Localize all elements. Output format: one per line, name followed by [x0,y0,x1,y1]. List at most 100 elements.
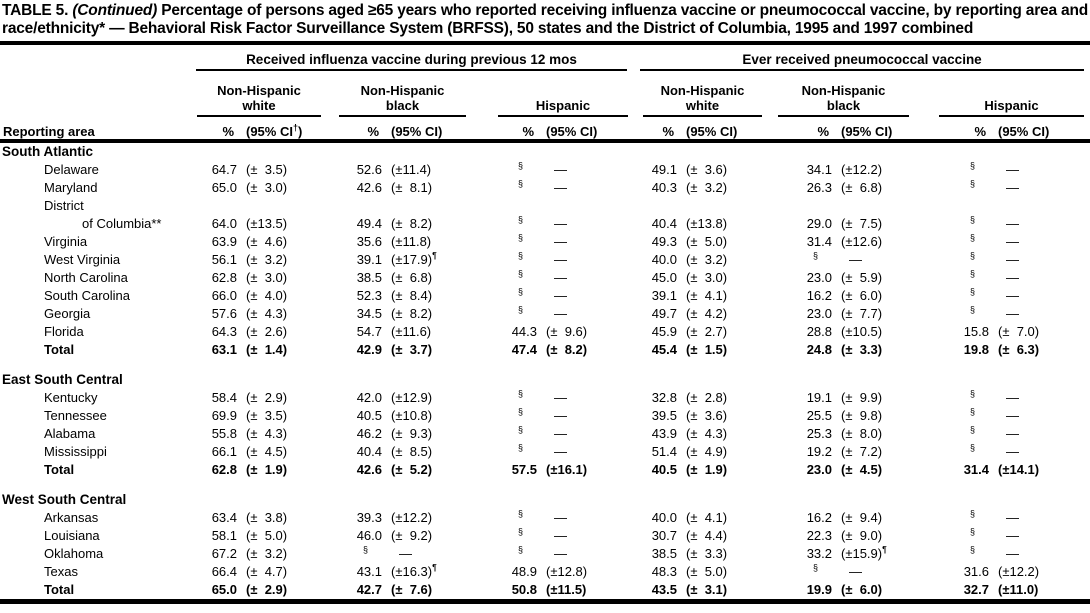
pct-cell: § [517,527,523,537]
pct-cell: 22.3 [806,528,832,543]
pct-cell: 33.2 [806,546,832,561]
pct-cell: 32.8 [651,390,677,405]
table-row: Georgia 57.6 (± 4.3) 34.5 (± 8.2) § — 49.7 (± 4.… [0,305,1090,323]
reporting-area-cell: Tennessee [44,408,107,423]
pct-cell: § [517,443,523,453]
pct-header: % [662,124,674,139]
ci-cell [385,197,470,215]
ci-cell: (± 4.1) [686,288,728,303]
pct-cell: § [517,287,523,297]
pct-cell: 42.0 [356,390,382,405]
ci-cell: — [554,510,567,525]
table-continued-label: (Continued) [72,2,158,19]
pct-cell [630,197,680,215]
ci-cell: (± 4.0) [246,288,288,303]
ci-cell [835,197,925,215]
pct-cell: 43.9 [651,426,677,441]
pct-cell: 23.0 [806,462,832,477]
ci-cell: — [554,528,567,543]
pct-cell: § [969,305,975,315]
pct-cell: 49.7 [651,306,677,321]
reporting-area-cell: of Columbia** [82,216,162,231]
pct-cell: 29.0 [806,216,832,231]
ci-cell: — [554,444,567,459]
ci-cell: (± 8.2) [391,306,433,321]
pct-cell: 43.1 [356,564,382,579]
pct-cell: § [969,233,975,243]
ci-cell: (± 6.0) [841,582,883,597]
pct-cell: 69.9 [211,408,237,423]
section-title: West South Central [2,492,127,507]
group-header-pneumococcal: Ever received pneumococcal vaccine [630,45,1090,71]
pct-cell: § [517,215,523,225]
table-row: Virginia 63.9 (± 4.6) 35.6 (±11.8) § — 49.3 (± 5… [0,233,1090,251]
ci-cell [240,197,325,215]
reporting-area-cell: Total [44,462,75,477]
ci-cell: — [1006,408,1019,423]
ci-cell: (± 3.2) [686,180,728,195]
ci-cell: (± 9.4) [841,510,883,525]
ci-cell: — [849,252,862,267]
pct-cell: 49.3 [651,234,677,249]
ci-cell: (± 4.7) [246,564,288,579]
ci-cell: (± 3.3) [686,546,728,561]
table-row: District [0,197,1090,215]
pct-cell: 47.4 [511,342,537,357]
reporting-area-cell: Delaware [44,162,99,177]
pct-cell: 49.4 [356,216,382,231]
ci-cell: — [1006,252,1019,267]
pct-cell: § [517,251,523,261]
pct-cell: 50.8 [511,582,537,597]
pct-cell: 54.7 [356,324,382,339]
pct-cell: 40.0 [651,252,677,267]
pct-cell: 57.5 [511,462,537,477]
pct-cell: 63.4 [211,510,237,525]
pct-cell: 39.5 [651,408,677,423]
pct-cell: 26.3 [806,180,832,195]
pct-cell [195,197,240,215]
ci-cell: (± 4.5) [841,462,883,477]
table-row: Alabama 55.8 (± 4.3) 46.2 (± 9.3) § — 43.9 (± 4.… [0,425,1090,443]
ci-cell: (± 7.0) [998,324,1040,339]
pct-cell: 15.8 [963,324,989,339]
page-title: TABLE 5. (Continued) Percentage of perso… [0,0,1090,38]
pct-cell: § [517,233,523,243]
pct-cell: 64.3 [211,324,237,339]
pct-cell: 31.6 [963,564,989,579]
ci-cell: (± 2.6) [246,324,288,339]
pct-cell: 63.9 [211,234,237,249]
ci-cell: (± 3.5) [246,162,288,177]
ci-cell: — [554,390,567,405]
ci-cell: (± 2.7) [686,324,728,339]
pct-cell: 43.5 [651,582,677,597]
ci-cell: (± 5.9) [841,270,883,285]
reporting-area-cell: Alabama [44,426,96,441]
ci-header: (95% CI) [546,124,598,139]
pct-cell: § [517,425,523,435]
ci-cell: (±10.8) [391,408,433,423]
pct-cell: § [517,269,523,279]
ci-cell: — [1006,234,1019,249]
table-header: Received influenza vaccine during previo… [0,45,1090,141]
ci-cell: (± 8.2) [546,342,588,357]
ci-cell: (± 1.9) [246,462,288,477]
ci-cell: (±12.8) [546,564,588,579]
ci-cell: (± 3.2) [246,252,288,267]
ci-cell: — [1006,546,1019,561]
pct-cell: 40.5 [356,408,382,423]
ci-cell: (±11.8) [391,234,432,249]
ci-cell: (± 3.0) [246,270,288,285]
pct-header: % [222,124,234,139]
ci-cell: (± 6.3) [998,342,1040,357]
ci-cell: (± 3.6) [686,408,728,423]
pct-cell: 38.5 [356,270,382,285]
ci-cell: (± 9.6) [546,324,588,339]
ci-cell: (±12.2) [998,564,1040,579]
pct-cell: § [969,443,975,453]
ci-cell: (± 3.0) [246,180,288,195]
ci-cell: (± 8.2) [391,216,433,231]
pct-header: % [367,124,379,139]
pct-cell: 42.6 [356,462,382,477]
pct-cell: § [969,509,975,519]
ci-cell: — [1006,288,1019,303]
